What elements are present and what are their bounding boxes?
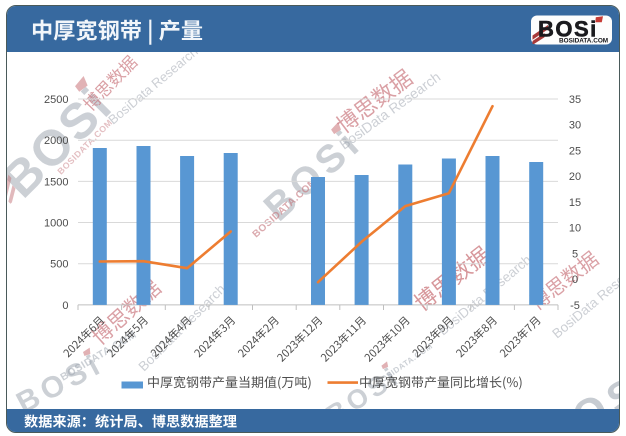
svg-text:BOSi: BOSi (538, 17, 598, 42)
svg-text:5: 5 (572, 248, 578, 260)
svg-text:2000: 2000 (44, 135, 68, 147)
svg-text:35: 35 (569, 94, 581, 106)
svg-text:20: 20 (569, 171, 581, 183)
svg-text:2500: 2500 (44, 94, 68, 106)
svg-text:BOSIDATA.COM: BOSIDATA.COM (559, 38, 608, 45)
svg-text:0: 0 (572, 274, 578, 286)
svg-text:1000: 1000 (44, 218, 68, 230)
svg-text:25: 25 (569, 146, 581, 158)
svg-text:1500: 1500 (44, 176, 68, 188)
svg-text:500: 500 (50, 259, 68, 271)
svg-text:10: 10 (569, 223, 581, 235)
svg-text:30: 30 (569, 120, 581, 132)
svg-text:-5: -5 (570, 300, 580, 312)
svg-text:15: 15 (569, 197, 581, 209)
svg-text:0: 0 (62, 300, 68, 312)
